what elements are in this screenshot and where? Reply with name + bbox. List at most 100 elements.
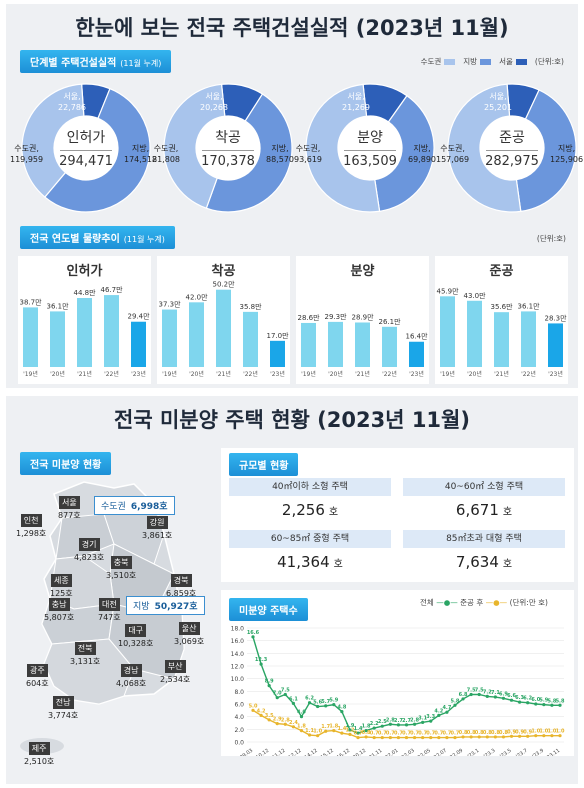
point-label: 0.8	[491, 730, 500, 736]
bar-tick: '21년	[216, 370, 231, 378]
y-tick: 16.0	[231, 638, 245, 645]
point-label: 0.7	[451, 731, 460, 737]
bar-label: 42.0만	[185, 292, 208, 301]
bar-tick: '19년	[23, 370, 38, 378]
scale-cell-3: 60~85㎡ 중형 주택 41,364 호	[229, 530, 391, 576]
bar-chart: 45.9만 '19년 43.0만 '20년 35.6만 '21년 36.1만 '22년 28.3…	[436, 286, 567, 378]
scale-unit: 호	[333, 559, 343, 570]
bar-chart: 38.7만 '19년 36.1만 '20년 44.8만 '21년 46.7만 '22년 29.4…	[19, 285, 150, 378]
region-value: 6,859호	[166, 589, 197, 598]
region-15: 전남 3,774호	[48, 696, 78, 721]
series-point	[412, 735, 417, 740]
bar	[355, 322, 370, 367]
point-label: 1.8	[297, 724, 306, 730]
y-tick: 0.0	[234, 740, 244, 747]
series-point	[477, 692, 481, 697]
trend-panel-2: 착공 37.3만 '19년 42.0만 '20년 50.2만 '21년 35.8만 '22년 17…	[157, 256, 290, 384]
seoul-label: 서울, 22,786	[58, 92, 86, 112]
x-tick: '20.12	[351, 748, 367, 756]
bar-tick: '20년	[467, 370, 482, 378]
bar-label: 16.4만	[405, 332, 428, 341]
point-label: 2.7	[394, 718, 403, 724]
point-label: 1.0	[313, 729, 322, 735]
donut-total: 163,509	[343, 154, 397, 169]
point-label: 7.0	[273, 691, 282, 697]
point-label: 0.8	[362, 730, 371, 736]
region-value: 747호	[98, 613, 121, 622]
series-point	[332, 703, 336, 707]
bar-label: 29.4만	[127, 312, 150, 321]
x-tick: '21.11	[367, 748, 383, 756]
region-value: 4,068호	[116, 679, 147, 688]
region-name: 전남	[52, 696, 74, 709]
region-11: 울산 3,069호	[174, 622, 204, 647]
metro-label: 수도권, 93,619	[294, 144, 322, 164]
region-value: 877호	[58, 511, 81, 520]
region-9: 대구 10,328호	[118, 624, 153, 649]
bar	[131, 321, 146, 367]
point-label: 2.7	[402, 718, 411, 724]
bar-tick: '20년	[50, 370, 65, 378]
series-point	[429, 735, 433, 740]
region-name: 인천	[20, 514, 42, 527]
point-label: 0.7	[410, 731, 419, 737]
bar-label: 44.8만	[73, 288, 96, 297]
scale-value: 7,634	[455, 553, 499, 571]
legend-unit: (단위:호)	[534, 57, 564, 66]
bar	[23, 307, 38, 367]
bar-label: 36.1만	[517, 301, 540, 310]
point-label: 1.4	[354, 726, 363, 732]
bar-label: 50.2만	[212, 280, 235, 289]
bar	[189, 302, 204, 367]
trend-unit: (단위:호)	[536, 234, 566, 243]
point-label: 4.2	[257, 708, 266, 714]
series-point	[251, 708, 255, 712]
series-point	[299, 715, 304, 719]
series-point	[558, 703, 562, 707]
donut-center: 인허가 294,471	[54, 116, 118, 180]
point-label: 0.9	[523, 729, 532, 735]
series-point	[291, 725, 295, 729]
bar-label: 35.8만	[239, 302, 262, 311]
series-point	[526, 734, 530, 738]
bar-tick: '21년	[77, 370, 92, 378]
series-point	[550, 734, 554, 738]
series-point	[501, 735, 506, 739]
point-label: 1.0	[556, 729, 565, 735]
series-point	[316, 704, 320, 709]
panel-title: 준공	[489, 264, 514, 279]
point-label: 2.4	[289, 720, 298, 726]
point-label: 7.5	[475, 688, 484, 694]
x-tick: '22.09	[448, 748, 464, 756]
bar-label: 36.1만	[46, 301, 69, 310]
point-label: 5.9	[329, 698, 338, 704]
bar	[104, 295, 119, 367]
point-label: 0.7	[386, 731, 395, 737]
donut-center: 분양 163,509	[338, 116, 402, 180]
region-3: 강원 3,861호	[142, 516, 172, 541]
local-label: 지방, 88,570	[266, 144, 294, 164]
series-point	[380, 724, 384, 728]
x-tick: '23.3	[483, 748, 497, 756]
bar-tick: '19년	[440, 370, 455, 378]
bar-chart: 37.3만 '19년 42.0만 '20년 50.2만 '21년 35.8만 '22년 17.0…	[158, 280, 289, 378]
point-label: 3.3	[426, 714, 435, 720]
region-name: 경북	[170, 574, 192, 587]
scale-label: 40~60㎡ 소형 주택	[403, 478, 565, 496]
bar	[548, 323, 563, 367]
series-point	[429, 719, 433, 723]
series-point	[299, 729, 304, 733]
series-point	[340, 731, 344, 735]
point-label: 2.5	[378, 719, 387, 725]
stage-badge-sub: (11월 누계)	[120, 59, 162, 68]
region-name: 충남	[48, 598, 70, 611]
region-12: 경남 4,068호	[116, 664, 146, 689]
point-label: 1.8	[362, 724, 371, 730]
bar	[328, 321, 343, 367]
point-label: 3.5	[265, 713, 274, 719]
region-value: 1,298호	[16, 529, 47, 538]
point-label: 2.2	[370, 721, 379, 727]
series-point	[396, 723, 401, 727]
series-point	[324, 729, 328, 733]
legend-total: 전체	[420, 598, 434, 607]
